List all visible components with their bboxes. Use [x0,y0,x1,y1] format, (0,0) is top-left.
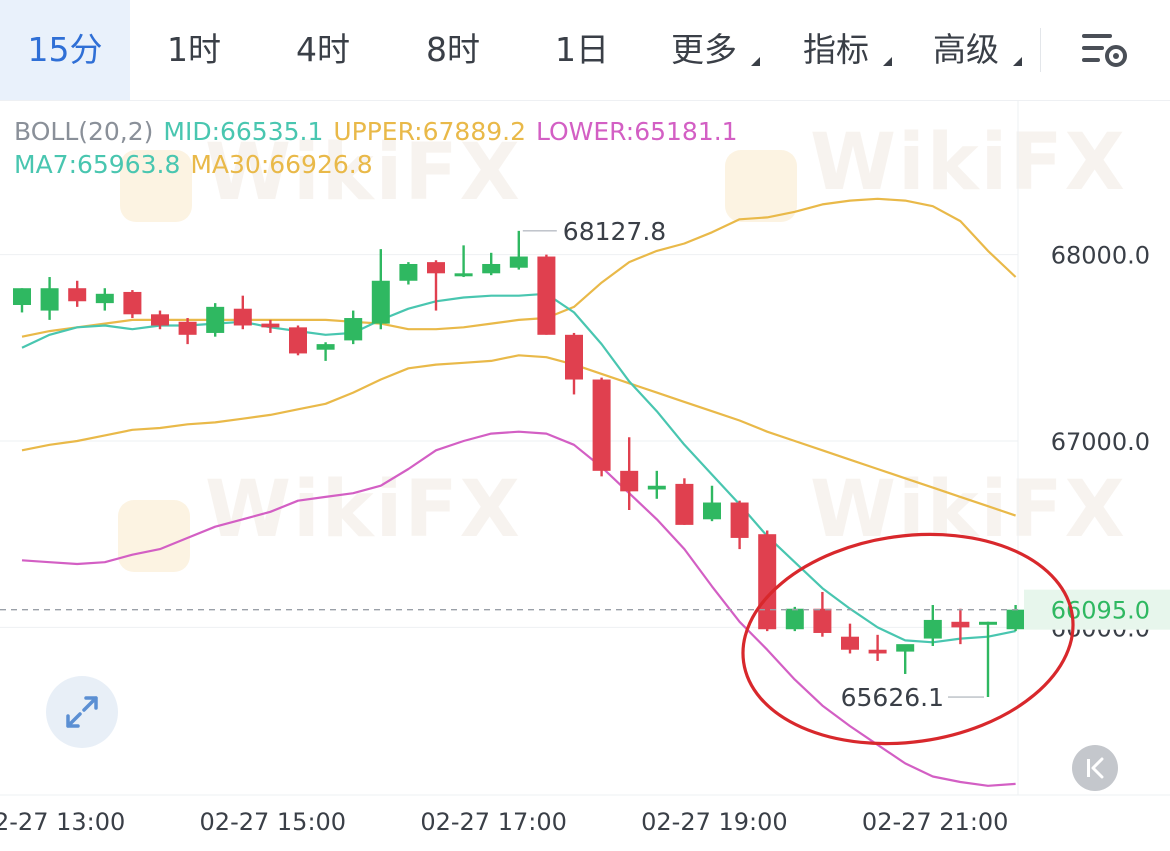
candle-body [123,291,142,315]
candle-body [482,263,501,274]
watermark-logo-icon [725,150,797,222]
expand-icon [66,696,98,728]
x-tick-label: 02-27 15:00 [200,808,347,836]
candle-body [261,323,280,328]
boll-mid-value: MID:66535.1 [163,117,324,146]
candle-body [565,334,583,380]
dropdown-caret-icon [883,57,892,66]
candle-body [923,619,942,639]
candle-body [537,256,556,335]
annotation-circle [741,532,1075,746]
candle-body [868,649,887,654]
candle-body [620,470,639,492]
candlestick-chart[interactable]: 68000.067000.066000.066095.068127.865626… [0,100,1170,851]
candle-body [289,327,307,354]
watermark: WikiFX [205,128,522,218]
candle-body [344,318,363,341]
x-tick-label: 02-27 13:00 [0,808,125,836]
tab-1d[interactable]: 1日 [555,30,609,69]
candle-body [178,321,197,335]
scroll-to-latest-button[interactable] [1072,745,1118,791]
candle-body [68,288,87,302]
dropdown-caret-icon [1013,57,1022,66]
boll-lower-line [21,430,1016,787]
watermark: WikiFX [810,118,1127,208]
candle-body [758,534,777,630]
tab-4h[interactable]: 4时 [296,30,350,69]
candle-body [1006,609,1025,630]
boll-lower-value: LOWER:65181.1 [535,117,738,146]
tab-15min[interactable]: 15分 [0,0,130,100]
ma-legend: MA7:65963.8 MA30:66926.8 [14,150,375,179]
candle-body [316,344,335,350]
candle-body [399,263,418,281]
candle-body [233,308,252,326]
boll-label: BOLL(20,2) [14,117,154,146]
candle-body [675,483,694,525]
candle-body [896,644,915,652]
candle-body [730,502,749,538]
low-price-label: 65626.1 [841,683,944,712]
tab-8h[interactable]: 8时 [426,30,480,69]
candle-body [13,288,31,305]
last-price-tag [1024,589,1170,630]
candle-body [206,306,225,333]
watermark: WikiFX [205,465,522,555]
last-price-label: 66095.0 [1051,597,1150,625]
ma30-line [21,354,1016,517]
y-tick-label: 68000.0 [1051,242,1150,270]
watermark-logo-icon [118,500,190,572]
tab-1h[interactable]: 1时 [167,30,221,69]
candle-body [951,621,970,628]
tab-more[interactable]: 更多 [650,0,760,100]
candle-body [813,608,832,633]
watermark-logo-icon [120,150,192,222]
ma30-value: MA30:66926.8 [190,150,373,179]
timeframe-tabbar: 15分 1时 4时 8时 1日 更多 指标 高级 [0,0,1170,101]
x-tick-label: 02-27 17:00 [420,808,567,836]
candle-body [703,502,721,520]
candle-body [592,379,611,471]
candle-body [151,314,169,326]
x-tick-label: 02-27 19:00 [641,808,788,836]
x-tick-label: 02-27 21:00 [862,808,1009,836]
candle-body [454,273,473,277]
candle-body [785,608,804,630]
candle-body [647,485,666,490]
boll-legend: BOLL(20,2) MID:66535.1 UPPER:67889.2 LOW… [14,117,740,146]
tab-advanced[interactable]: 高级 [912,0,1022,100]
boll-upper-value: UPPER:67889.2 [333,117,526,146]
tab-indicators[interactable]: 指标 [782,0,892,100]
dropdown-caret-icon [751,57,760,66]
candle-body [509,256,528,268]
watermark: WikiFX [810,465,1127,555]
candle-body [40,288,59,311]
candle-body [841,636,859,650]
y-tick-label: 67000.0 [1051,428,1150,456]
high-price-label: 68127.8 [563,217,666,246]
candle-body [371,280,390,324]
candle-body [427,262,445,274]
skip-to-end-icon [1087,757,1104,779]
ma7-line [21,292,1016,644]
tabbar-divider [1040,28,1041,72]
ma7-value: MA7:65963.8 [14,150,181,179]
fullscreen-button[interactable] [46,676,118,748]
chart-settings-icon[interactable] [1080,30,1128,70]
candle-body [95,293,114,304]
candle-body [979,621,997,625]
